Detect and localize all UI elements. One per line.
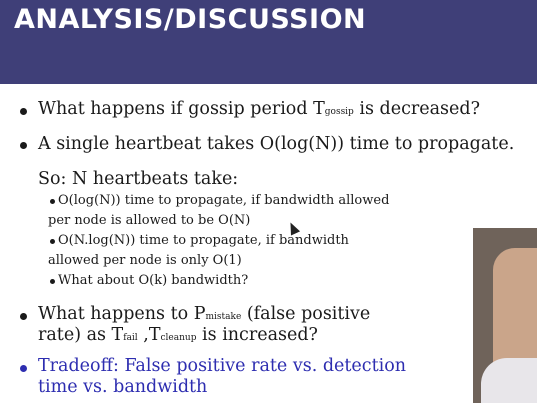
subscript: gossip: [324, 107, 354, 117]
bullet-text: Tradeoff: False positive rate vs. detect…: [38, 356, 407, 376]
bullet-text-tail: is decreased?: [353, 99, 480, 119]
subscript: fail: [123, 333, 138, 343]
subscript: cleanup: [160, 333, 197, 343]
sub-bullet-text: O(N.log(N)) time to propagate, if bandwi…: [58, 233, 349, 248]
sub-bullet-dot: [50, 199, 55, 204]
bullet-text-tail: (false positive: [241, 304, 371, 324]
so-heading: So: N heartbeats take:: [38, 169, 238, 189]
sub-bullet-1-line-1: O(log(N)) time to propagate, if bandwidt…: [58, 193, 389, 208]
bullet-text: What happens to P: [38, 304, 206, 324]
sub-bullet-2-line-2: allowed per node is only O(1): [48, 253, 242, 268]
presenter-shirt: [481, 358, 537, 403]
bullet-tradeoff-line-2: time vs. bandwidth: [38, 377, 207, 397]
bullet-tradeoff-line-1: Tradeoff: False positive rate vs. detect…: [38, 356, 406, 376]
sub-bullet-1-line-2: per node is allowed to be O(N): [48, 213, 250, 228]
bullet-single-heartbeat: A single heartbeat takes O(log(N)) time …: [38, 134, 514, 154]
sub-bullet-text: per node is allowed to be O(N): [48, 213, 251, 228]
sub-bullet-text: O(log(N)) time to propagate, if bandwidt…: [58, 193, 390, 208]
bullet-text-mid: ,T: [137, 325, 161, 345]
so-text: So: N heartbeats take:: [38, 169, 239, 189]
bullet-dot: [20, 142, 27, 149]
bullet-text: rate) as T: [38, 325, 124, 345]
presenter-video: [473, 228, 537, 403]
sub-bullet-dot: [50, 279, 55, 284]
sub-bullet-3: What about O(k) bandwidth?: [58, 273, 248, 288]
bullet-dot: [20, 108, 27, 115]
slide-title: ANALYSIS/DISCUSSION: [14, 4, 367, 35]
bullet-gossip-period: What happens if gossip period Tgossip is…: [38, 99, 480, 119]
slide-header: ANALYSIS/DISCUSSION: [0, 0, 537, 84]
sub-bullet-dot: [50, 239, 55, 244]
bullet-dot: [20, 313, 27, 320]
bullet-dot: [20, 365, 27, 372]
sub-bullet-2-line-1: O(N.log(N)) time to propagate, if bandwi…: [58, 233, 349, 248]
sub-bullet-text: allowed per node is only O(1): [48, 253, 242, 268]
bullet-text: time vs. bandwidth: [38, 377, 208, 397]
bullet-text: A single heartbeat takes O(log(N)) time …: [38, 134, 515, 154]
bullet-p-mistake-line-2: rate) as Tfail ,Tcleanup is increased?: [38, 325, 318, 345]
bullet-text: What happens if gossip period T: [38, 99, 325, 119]
sub-bullet-text: What about O(k) bandwidth?: [58, 273, 249, 288]
bullet-p-mistake-line-1: What happens to Pmistake (false positive: [38, 304, 370, 324]
subscript: mistake: [205, 312, 242, 322]
bullet-text-tail: is increased?: [196, 325, 318, 345]
